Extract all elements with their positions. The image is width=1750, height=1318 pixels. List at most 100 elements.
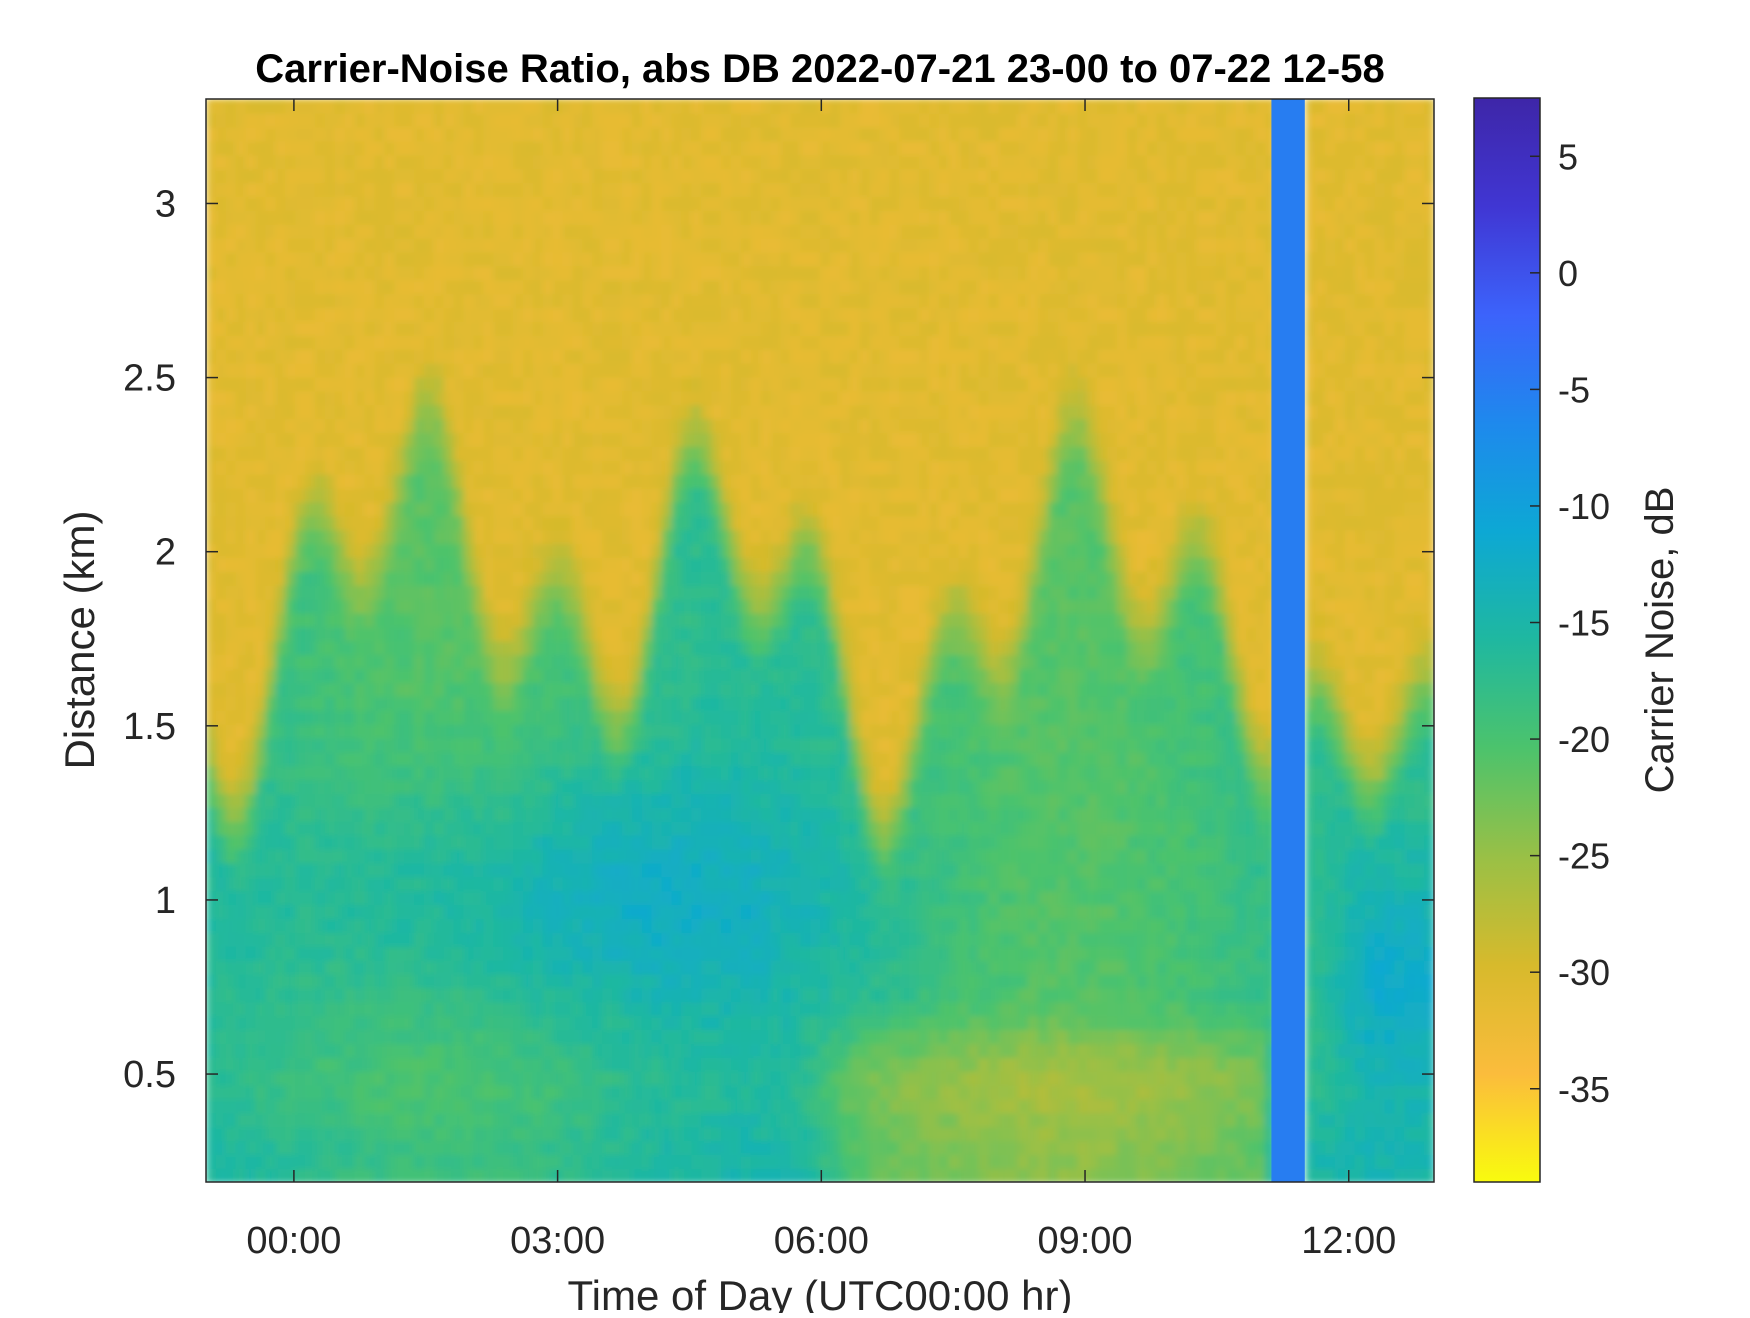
heatmap-cell [225,543,237,558]
heatmap-cell [740,834,752,850]
heatmap-cell [245,709,257,725]
heatmap-cell [314,251,326,267]
heatmap-cell [275,834,286,850]
heatmap-cell [206,640,217,656]
heatmap-cell [473,682,485,697]
heatmap-cell [324,598,336,614]
heatmap-cell [394,307,405,322]
heatmap-cell [493,1029,504,1044]
heatmap-cell [354,737,366,753]
heatmap-cell [522,529,534,545]
heatmap-cell [730,640,742,656]
heatmap-cell [701,1015,712,1031]
heatmap-cell [364,390,376,406]
heatmap-cell [374,1029,386,1044]
heatmap-cell [314,487,326,503]
heatmap-cell [354,765,366,781]
heatmap-cell [423,168,435,184]
heatmap-cell [552,765,564,781]
heatmap-cell [225,585,237,600]
heatmap-cell [404,1001,415,1017]
heatmap-cell [225,946,237,961]
heatmap-cell [295,737,306,753]
heatmap-cell [691,821,702,836]
heatmap-cell [423,779,435,794]
heatmap-cell [295,460,306,475]
heatmap-cell [592,1057,603,1072]
heatmap-cell [295,307,306,322]
heatmap-cell [740,446,752,461]
heatmap-cell [760,807,772,822]
heatmap-cell [681,418,693,433]
heatmap-cell [483,265,494,281]
heatmap-cell [760,1112,772,1128]
heatmap-cell [750,959,762,975]
heatmap-cell [770,321,782,336]
heatmap-cell [592,99,603,114]
heatmap-cell [770,376,782,392]
heatmap-cell [265,1043,277,1058]
heatmap-cell [730,918,742,933]
heatmap-cell [295,890,306,906]
heatmap-cell [572,321,584,336]
heatmap-cell [592,571,603,586]
heatmap-cell [681,1029,693,1044]
heatmap-cell [671,404,683,420]
heatmap-cell [503,709,514,725]
heatmap-cell [701,862,712,878]
heatmap-cell [661,99,673,114]
heatmap-cell [305,1001,316,1017]
heatmap-cell [423,1168,435,1182]
heatmap-cell [255,696,267,711]
heatmap-cell [691,765,702,781]
heatmap-cell [275,1112,286,1128]
heatmap-cell [384,626,395,642]
heatmap-cell [592,348,603,364]
heatmap-cell [661,1140,673,1155]
heatmap-cell [433,848,445,864]
heatmap-cell [800,668,811,683]
heatmap-cell [532,279,544,295]
heatmap-cell [661,1098,673,1114]
heatmap-cell [829,626,841,642]
heatmap-cell [324,154,336,170]
heatmap-cell [522,1126,534,1142]
heatmap-cell [730,1084,742,1100]
heatmap-cell [810,862,821,878]
heatmap-cell [493,279,504,295]
heatmap-cell [344,932,356,947]
heatmap-cell [324,237,336,253]
heatmap-cell [364,515,376,531]
heatmap-cell [800,376,811,392]
heatmap-cell [592,1112,603,1128]
heatmap-cell [513,529,524,545]
heatmap-cell [532,321,544,336]
heatmap-cell [423,765,435,781]
heatmap-cell [344,973,356,989]
heatmap-cell [691,335,702,350]
heatmap-cell [711,376,722,392]
heatmap-cell [295,515,306,531]
heatmap-cell [354,1140,366,1155]
heatmap-cell [404,237,415,253]
heatmap-cell [394,224,405,239]
heatmap-cell [562,529,574,545]
heatmap-cell [265,487,277,503]
heatmap-cell [730,793,742,808]
heatmap-cell [730,1001,742,1017]
heatmap-cell [384,779,395,794]
heatmap-cell [651,265,663,281]
heatmap-cell [305,598,316,614]
heatmap-cell [384,293,395,309]
heatmap-cell [522,1168,534,1182]
heatmap-cell [701,1029,712,1044]
heatmap-cell [423,668,435,683]
heatmap-cell [651,696,663,711]
heatmap-cell [721,1057,732,1072]
heatmap-cell [443,1057,455,1072]
heatmap-cell [503,112,514,128]
heatmap-cell [443,612,455,628]
heatmap-cell [285,307,296,322]
heatmap-cell [572,460,584,475]
heatmap-cell [235,779,247,794]
